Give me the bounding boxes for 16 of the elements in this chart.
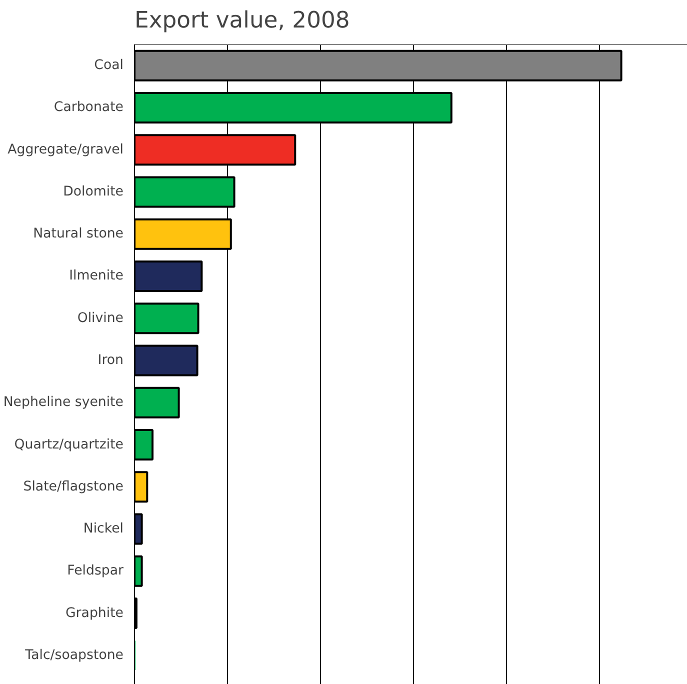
chart-title: Export value, 2008 [134, 8, 350, 34]
y-tick-label: Ilmenite [69, 268, 124, 284]
y-tick-label: Iron [98, 353, 124, 368]
y-tick-label: Dolomite [63, 184, 124, 200]
y-tick-label: Aggregate/gravel [8, 142, 124, 158]
y-tick-label: Talc/soapstone [24, 648, 124, 663]
y-tick-label: Graphite [65, 606, 124, 621]
y-tick-label: Coal [94, 58, 124, 74]
y-tick-label: Carbonate [54, 100, 124, 116]
y-tick-label: Natural stone [33, 226, 124, 242]
y-tick-label: Nepheline syenite [3, 395, 124, 410]
y-tick-label: Feldspar [67, 564, 124, 579]
y-tick-label: Quartz/quartzite [14, 437, 124, 452]
y-tick-label: Olivine [77, 310, 124, 326]
y-tick-label: Slate/flagstone [23, 479, 124, 494]
y-tick-label: Nickel [83, 522, 124, 537]
